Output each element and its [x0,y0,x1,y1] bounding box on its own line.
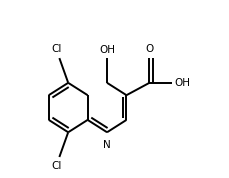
Text: Cl: Cl [51,44,62,54]
Text: N: N [103,140,110,150]
Text: O: O [145,44,153,54]
Text: OH: OH [173,78,189,88]
Text: OH: OH [99,44,114,55]
Text: Cl: Cl [51,161,62,171]
